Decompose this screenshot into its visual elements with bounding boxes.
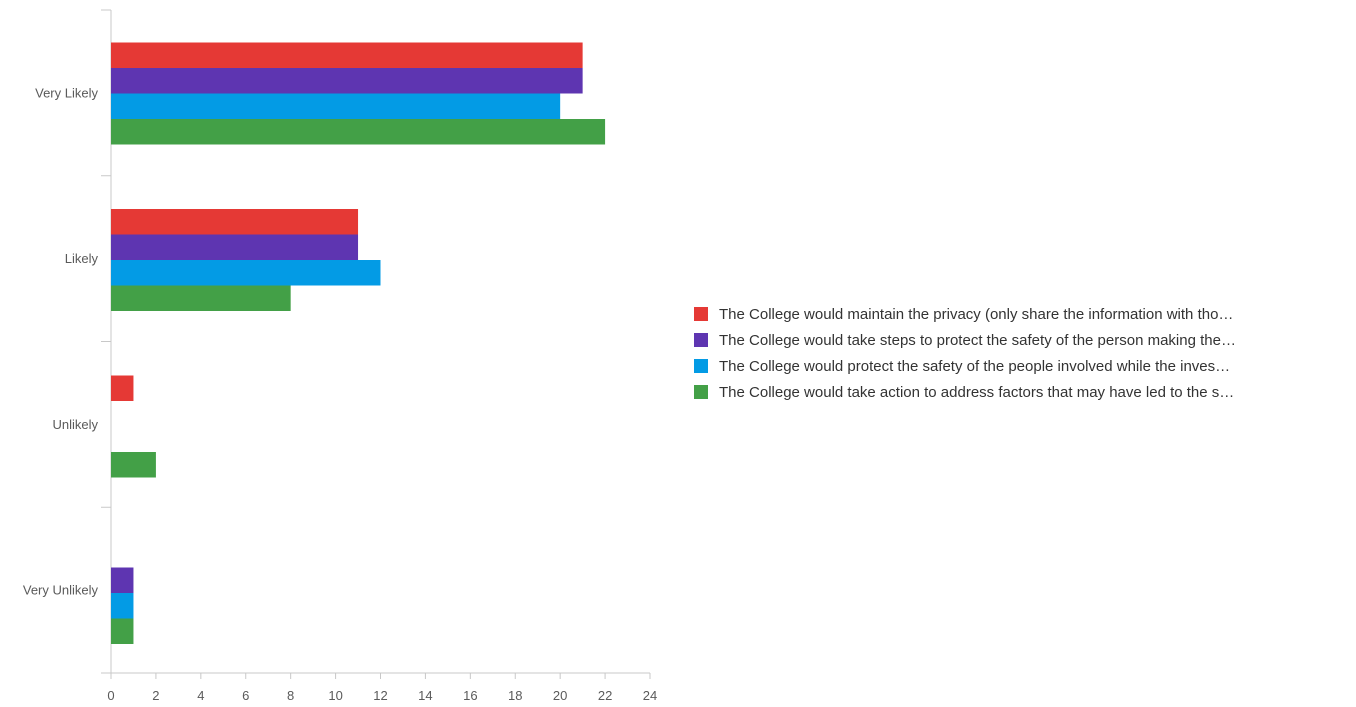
x-tick-label: 18 [508,688,522,703]
x-tick-label: 0 [107,688,114,703]
category-label: Very Likely [35,85,98,100]
bar[interactable] [111,42,583,69]
bar[interactable] [111,68,583,94]
legend-item[interactable]: The College would take action to address… [694,379,1344,405]
x-tick-label: 24 [643,688,657,703]
x-tick-label: 20 [553,688,567,703]
bar[interactable] [111,618,134,645]
legend: The College would maintain the privacy (… [694,301,1344,405]
legend-label: The College would maintain the privacy (… [719,305,1234,323]
x-tick-label: 2 [152,688,159,703]
bar[interactable] [111,119,606,145]
x-tick-labels: 0 2 4 6 8 10 12 14 16 18 20 22 24 [107,688,657,703]
legend-item[interactable]: The College would protect the safety of … [694,353,1344,379]
bar[interactable] [111,375,134,402]
legend-swatch [694,359,708,373]
bar[interactable] [111,260,381,286]
legend-label: The College would take action to address… [719,383,1235,401]
bar[interactable] [111,234,359,261]
bar[interactable] [111,567,134,594]
legend-label: The College would protect the safety of … [719,357,1231,375]
bar[interactable] [111,93,561,120]
x-tick-label: 10 [328,688,342,703]
category-label: Unlikely [52,417,98,432]
x-tick-label: 14 [418,688,432,703]
legend-item[interactable]: The College would take steps to protect … [694,327,1344,353]
bar[interactable] [111,593,134,619]
category-label: Very Unlikely [23,583,99,598]
legend-item[interactable]: The College would maintain the privacy (… [694,301,1344,327]
legend-label: The College would take steps to protect … [719,331,1236,349]
bars [111,42,606,645]
category-label: Likely [65,251,99,266]
bar[interactable] [111,285,291,312]
x-tick-label: 8 [287,688,294,703]
category-labels: Very Likely Likely Unlikely Very Unlikely [23,85,99,597]
x-tick-label: 12 [373,688,387,703]
x-tick-label: 22 [598,688,612,703]
legend-swatch [694,333,708,347]
bar[interactable] [111,209,359,235]
x-tick-label: 4 [197,688,204,703]
x-tick-label: 16 [463,688,477,703]
bar[interactable] [111,452,156,478]
legend-swatch [694,385,708,399]
x-tick-label: 6 [242,688,249,703]
legend-swatch [694,307,708,321]
